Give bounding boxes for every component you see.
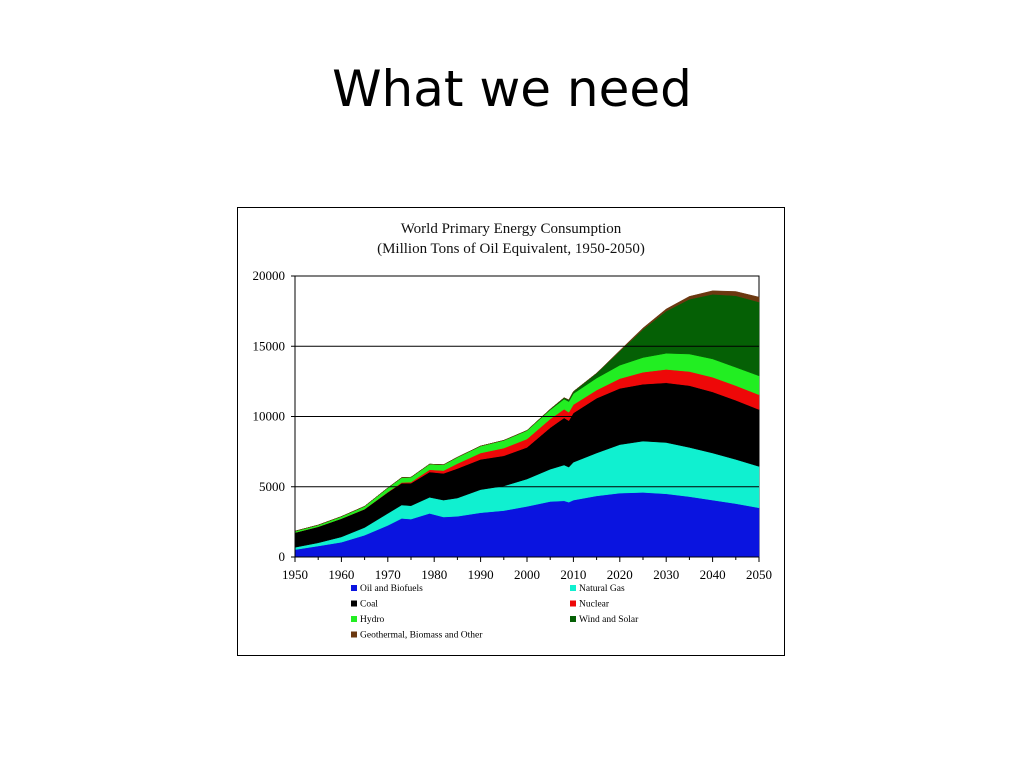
slide-title: What we need [332,60,692,118]
x-tick-label: 2010 [560,567,586,582]
area-geothermal-biomass-and-other [294,290,760,532]
legend-swatch [351,585,357,591]
y-tick-label: 0 [279,549,286,564]
y-tick-label: 10000 [253,409,286,424]
y-tick-label: 15000 [253,338,286,353]
legend-label: Oil and Biofuels [360,583,423,594]
x-tick-label: 1970 [375,567,401,582]
x-tick-label: 2020 [607,567,633,582]
chart-frame: World Primary Energy Consumption (Millio… [237,207,785,656]
x-tick-label: 1960 [328,567,354,582]
legend-swatch [351,600,357,607]
legend-label: Hydro [360,615,385,625]
legend-swatch [351,616,357,622]
legend-swatch [570,585,576,591]
x-tick-label: 1990 [468,567,494,582]
chart-title-block: World Primary Energy Consumption (Millio… [238,219,784,259]
x-tick-label: 2040 [700,567,726,582]
legend-swatch [570,616,576,622]
legend-label: Coal [360,600,378,610]
x-tick-label: 2030 [653,567,679,582]
legend-label: Geothermal, Biomass and Other [360,631,483,641]
chart-svg: 0 5000 10000 15000 20000 1950 1960 1970 1980 1990… [253,268,773,641]
chart-subtitle: (Million Tons of Oil Equivalent, 1950-20… [377,241,645,257]
legend-label: Nuclear [579,600,610,610]
legend-label: Natural Gas [579,584,625,594]
legend-label: Wind and Solar [579,615,639,625]
legend-swatch [351,631,357,638]
y-tick-label: 20000 [253,268,286,283]
x-tick-label: 2000 [514,567,540,582]
x-tick-label: 2050 [746,567,772,582]
chart-title: World Primary Energy Consumption [400,221,622,237]
legend-swatch [570,600,576,607]
y-tick-label: 5000 [259,479,285,494]
x-tick-label: 1980 [421,567,447,582]
x-tick-label: 1950 [282,567,308,582]
